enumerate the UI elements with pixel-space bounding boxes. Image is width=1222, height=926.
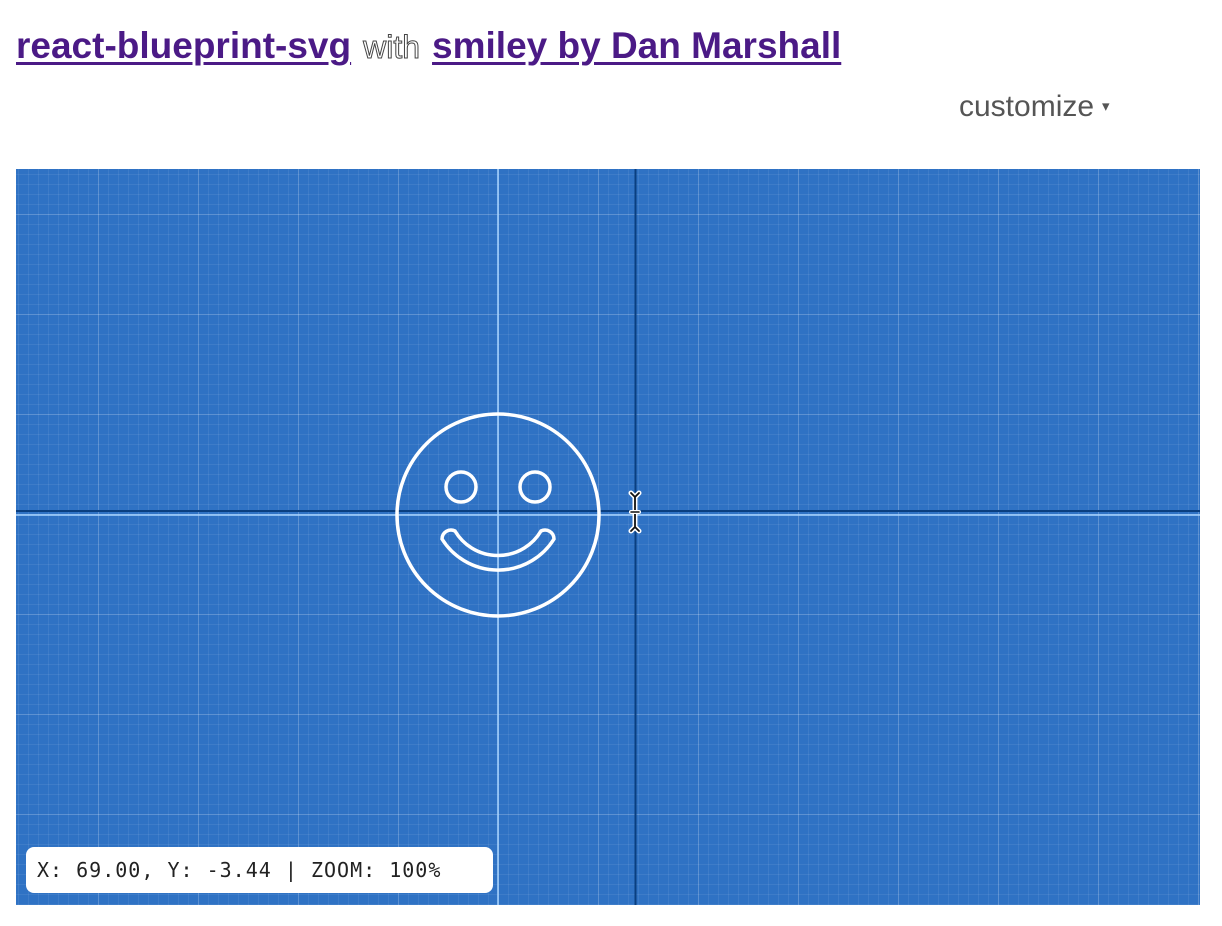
smiley-face-outline	[395, 412, 601, 618]
zoom-label: ZOOM:	[310, 858, 377, 882]
x-label: X:	[37, 858, 64, 882]
y-value: -3.44	[206, 858, 272, 882]
customize-dropdown[interactable]: customize ▾	[959, 90, 1110, 124]
smiley-model[interactable]	[395, 412, 601, 618]
page-title: react-blueprint-svg with smiley by Dan Mar…	[16, 22, 841, 71]
model-link[interactable]: smiley by Dan Marshall	[432, 25, 842, 66]
customize-label: customize	[959, 90, 1095, 123]
zoom-value: 100%	[389, 858, 442, 882]
caret-down-icon: ▾	[1102, 98, 1110, 115]
smiley-right-eye	[518, 470, 552, 504]
library-link[interactable]: react-blueprint-svg	[16, 25, 352, 66]
smiley-left-eye	[444, 470, 478, 504]
with-text: with	[363, 29, 421, 66]
smiley-mouth	[440, 528, 556, 572]
blueprint-canvas[interactable]: X: 69.00, Y: -3.44 | ZOOM: 100%	[16, 169, 1200, 905]
status-separator: |	[284, 858, 298, 882]
y-label: Y:	[167, 858, 194, 882]
x-value: 69.00	[76, 858, 142, 882]
blueprint-drawing	[16, 169, 1200, 905]
text-cursor-icon	[628, 490, 642, 534]
coordinate-status-bar: X: 69.00, Y: -3.44 | ZOOM: 100%	[26, 847, 493, 893]
